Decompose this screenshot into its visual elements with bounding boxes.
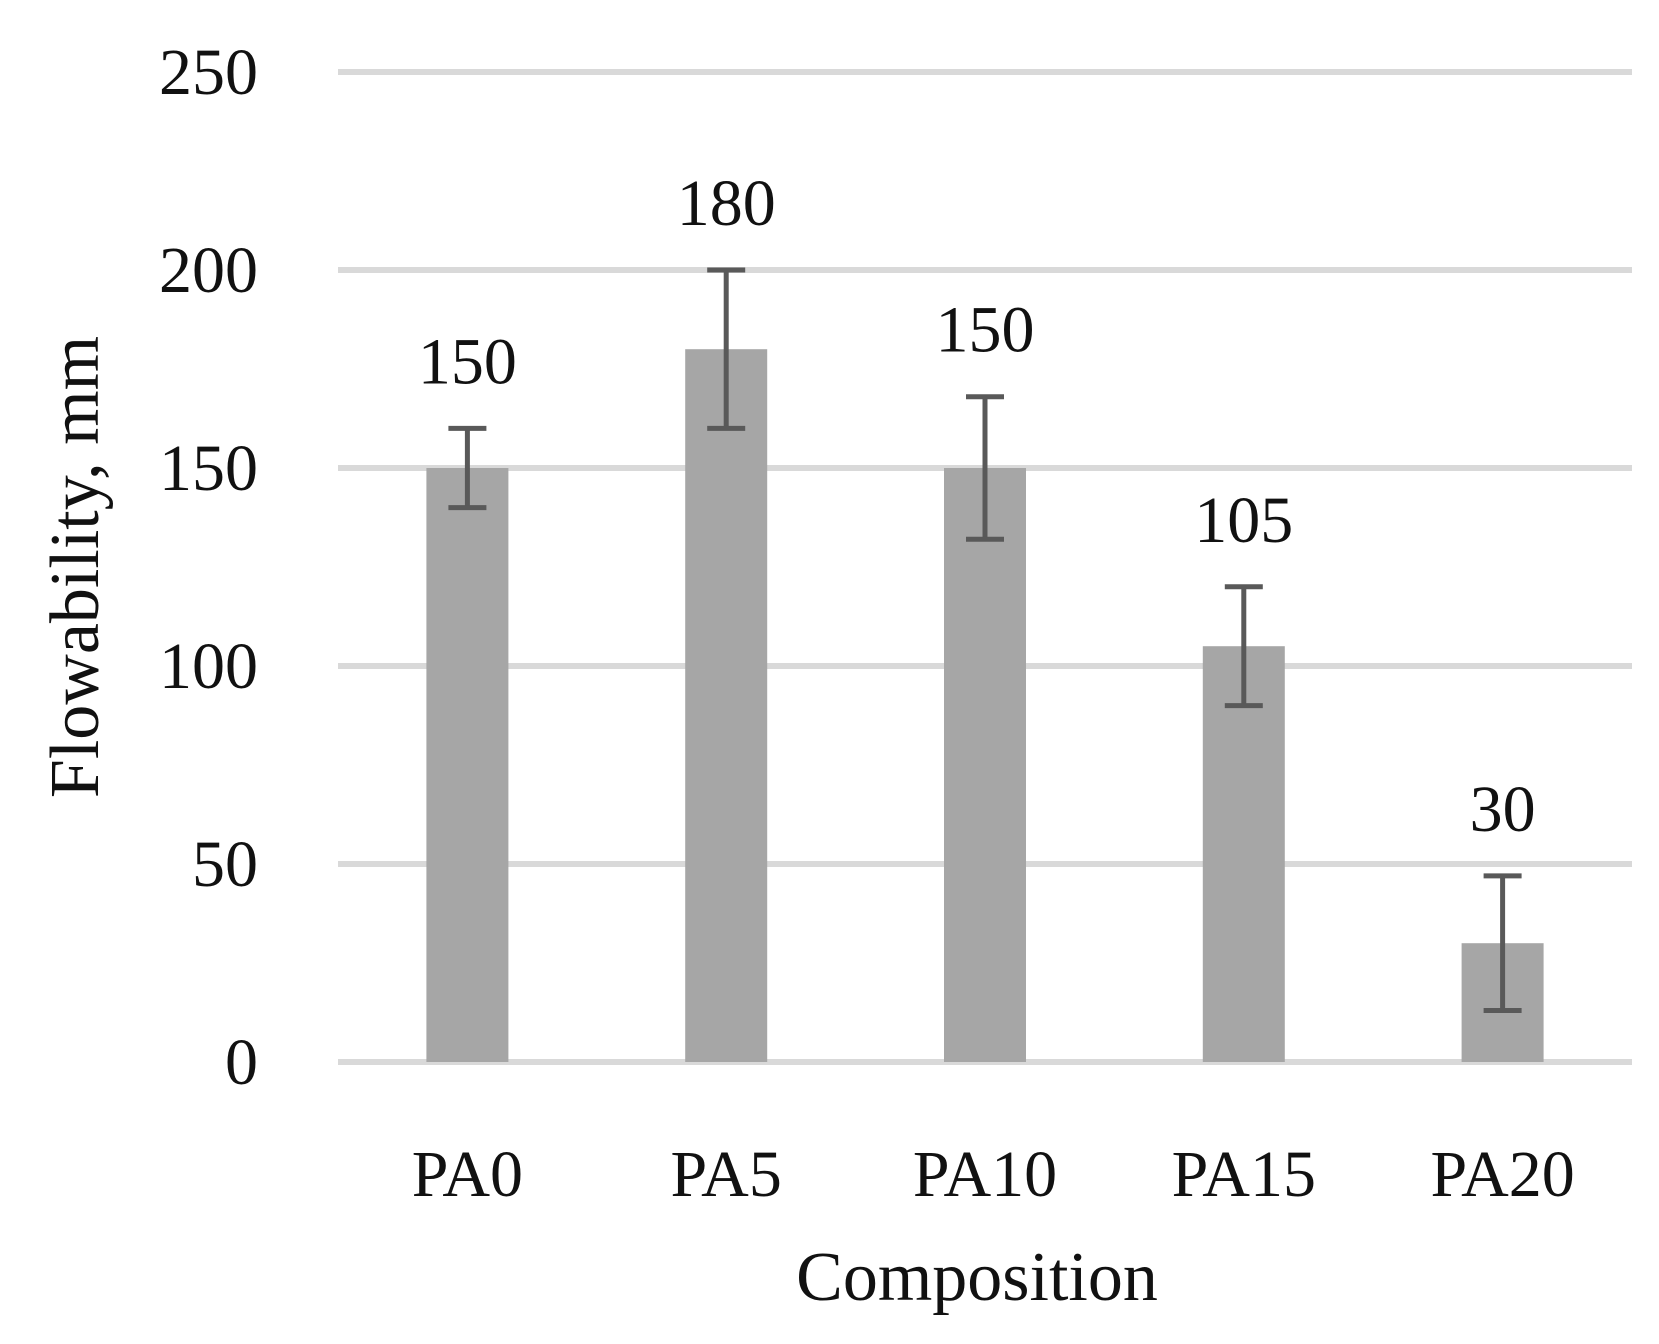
error-bar-pa5 xyxy=(707,267,746,431)
data-label: 105 xyxy=(1194,484,1293,557)
y-axis-ticks: 0 50 100 150 200 250 xyxy=(159,36,258,1099)
y-tick-label: 250 xyxy=(159,36,258,109)
bar-pa15 xyxy=(1202,646,1285,1062)
data-label: 30 xyxy=(1470,773,1536,846)
data-label: 150 xyxy=(418,325,517,398)
y-axis-title: Flowability, mm xyxy=(37,336,114,798)
x-tick-label: PA20 xyxy=(1430,1138,1574,1211)
bar-pa10 xyxy=(944,468,1026,1062)
x-tick-label: PA10 xyxy=(913,1138,1057,1211)
error-bars xyxy=(448,267,1522,1014)
x-tick-label: PA0 xyxy=(412,1138,523,1211)
x-axis-ticks: PA0 PA5 PA10 PA15 PA20 xyxy=(412,1138,1575,1211)
y-tick-label: 150 xyxy=(159,432,258,505)
x-tick-label: PA5 xyxy=(671,1138,782,1211)
error-bar-pa10 xyxy=(966,394,1004,542)
data-label: 150 xyxy=(936,294,1035,367)
y-tick-label: 200 xyxy=(159,234,258,307)
y-tick-label: 100 xyxy=(159,630,258,703)
error-bar-pa0 xyxy=(448,425,487,511)
bar-pa5 xyxy=(685,349,768,1062)
data-labels: 150 180 150 105 30 xyxy=(418,167,1536,846)
y-tick-label: 50 xyxy=(192,828,258,901)
y-tick-label: 0 xyxy=(225,1026,258,1099)
error-bar-pa15 xyxy=(1224,584,1263,709)
data-label: 180 xyxy=(677,167,776,240)
x-tick-label: PA15 xyxy=(1172,1138,1316,1211)
x-axis-title: Composition xyxy=(796,1239,1158,1316)
error-bar-pa20 xyxy=(1483,873,1522,1014)
bars xyxy=(426,349,1544,1062)
bar-pa0 xyxy=(426,468,509,1062)
